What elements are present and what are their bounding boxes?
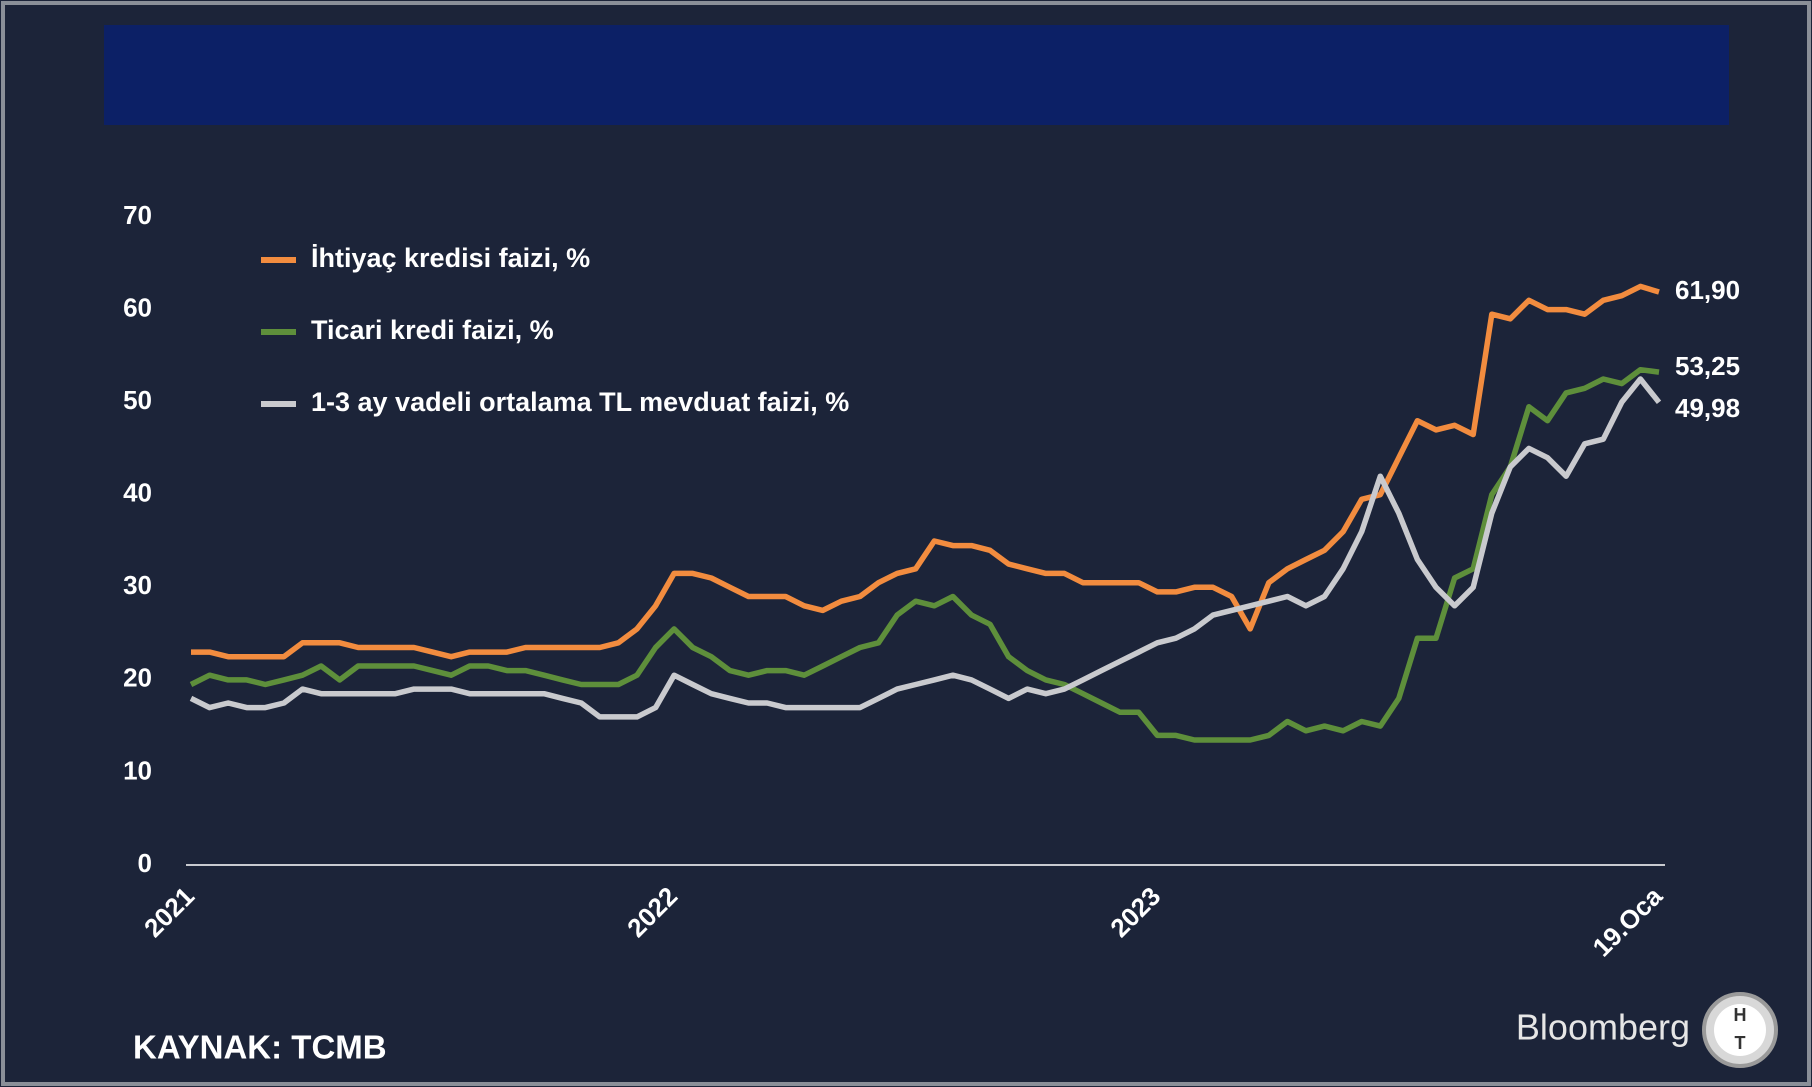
legend-label: İhtiyaç kredisi faizi, % — [311, 243, 590, 273]
value-label: 53,25 — [1675, 351, 1740, 381]
value-label: 61,90 — [1675, 275, 1740, 305]
series-line — [189, 376, 1662, 720]
y-tick-label: 50 — [123, 385, 152, 415]
title-bar — [104, 25, 1729, 125]
legend-label: Ticari kredi faizi, % — [311, 315, 554, 345]
source: KAYNAK: TCMB — [133, 1029, 387, 1066]
y-tick-label: 0 — [138, 848, 152, 878]
logo-inner — [1714, 1004, 1766, 1056]
y-tick-label: 60 — [123, 292, 152, 322]
logo-letter: H — [1734, 1005, 1747, 1025]
value-label: 49,98 — [1675, 393, 1740, 423]
logo-letter: T — [1735, 1033, 1746, 1053]
y-tick-label: 20 — [123, 663, 152, 693]
y-tick-label: 70 — [123, 200, 152, 230]
y-tick-label: 40 — [123, 478, 152, 508]
y-tick-label: 30 — [123, 570, 152, 600]
series-line — [191, 283, 1660, 660]
series-line — [189, 366, 1660, 743]
legend-label: 1-3 ay vadeli ortalama TL mevduat faizi,… — [311, 387, 849, 417]
brand: Bloomberg — [1516, 1007, 1690, 1048]
y-tick-label: 10 — [123, 755, 152, 785]
